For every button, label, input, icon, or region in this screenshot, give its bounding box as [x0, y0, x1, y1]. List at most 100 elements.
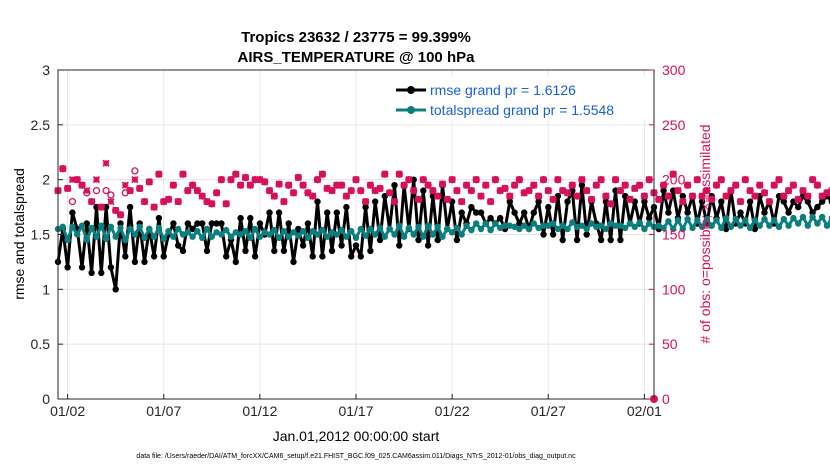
series-1-point-76	[420, 233, 427, 240]
series-0-point-61	[348, 253, 355, 260]
series-1-point-30	[199, 234, 206, 241]
series-0-point-55	[319, 253, 326, 260]
series-0-point-77	[424, 242, 432, 249]
series-3-point-39	[241, 173, 250, 182]
series-1-point-112	[593, 223, 600, 230]
legend-box	[392, 76, 650, 120]
series-1-point-134	[698, 223, 706, 230]
tick-label-right-5: 250	[662, 117, 686, 133]
series-2-point-3	[68, 197, 77, 206]
series-1-point-45	[271, 226, 278, 234]
series-1-point-80	[439, 233, 446, 240]
series-3-point-155	[799, 186, 807, 195]
series-1-point-54	[314, 231, 321, 238]
series-0-point-57	[328, 247, 336, 255]
series-1-point-49	[290, 229, 297, 236]
series-3-point-95	[510, 181, 519, 189]
series-0-point-113	[597, 236, 605, 244]
series-0-point-83	[453, 236, 461, 244]
series-3-point-21	[155, 170, 163, 178]
series-3-point-128	[669, 170, 677, 178]
series-3-point-82	[448, 176, 456, 184]
series-1-point-152	[785, 222, 792, 229]
series-1-point-78	[429, 231, 437, 238]
series-1-point-70	[391, 231, 398, 238]
series-1-point-12	[112, 233, 119, 240]
tick-label-x-3: 01/17	[338, 403, 373, 419]
series-1-point-28	[189, 233, 196, 240]
series-1-point-117	[617, 222, 624, 229]
series-1-point-116	[612, 222, 619, 229]
series-3-point-96	[515, 176, 524, 184]
series-0-point-28	[189, 225, 196, 233]
series-1-point-59	[338, 226, 345, 234]
tick-label-x-1: 01/07	[146, 403, 181, 419]
series-1-point-126	[660, 224, 667, 232]
series-3-point-143	[741, 176, 749, 184]
series-0-point-92	[497, 214, 504, 222]
series-3-point-69	[386, 189, 394, 197]
series-3-point-18	[140, 197, 149, 206]
series-1-point-83	[453, 224, 461, 232]
series-0-point-53	[309, 253, 316, 260]
series-1-point-66	[372, 231, 379, 238]
series-0-point-151	[780, 198, 787, 205]
series-1-point-26	[179, 231, 187, 238]
series-1-point-107	[569, 219, 576, 226]
series-1-point-52	[304, 234, 312, 241]
tick-label-right-2: 100	[662, 281, 686, 297]
series-3-point-135	[703, 186, 711, 195]
series-1-point-56	[324, 233, 331, 240]
series-3-point-85	[462, 181, 471, 189]
series-3-point-113	[597, 176, 605, 184]
series-1-point-139	[722, 214, 730, 222]
legend: rmse grand pr = 1.6126 totalspread grand…	[392, 76, 650, 120]
series-3-point-63	[357, 186, 365, 195]
series-1-point-128	[670, 225, 677, 233]
series-3-point-36	[227, 176, 235, 184]
series-3-point-125	[655, 195, 663, 204]
series-1-point-141	[732, 215, 739, 223]
series-1-point-24	[170, 233, 177, 240]
series-3-point-106	[563, 189, 572, 197]
series-1-point-9	[98, 222, 105, 229]
series-3-point-86	[467, 186, 475, 195]
tick-label-x-5: 01/27	[531, 403, 566, 419]
series-0-point-96	[516, 220, 523, 227]
series-0-point-47	[280, 247, 288, 255]
series-3-point-93	[501, 184, 509, 193]
series-1-point-11	[107, 223, 115, 230]
series-0-point-54	[314, 198, 321, 205]
series-0-point-66	[372, 198, 379, 205]
series-3-point-127	[664, 192, 673, 200]
series-1-point-36	[227, 233, 235, 240]
series-3-point-34	[217, 176, 226, 184]
series-0-point-79	[434, 236, 441, 244]
series-0-point-58	[333, 209, 340, 216]
series-3-point-119	[626, 195, 634, 204]
tick-label-left-6: 3	[42, 62, 50, 78]
series-1-point-127	[665, 218, 672, 225]
series-3-point-159	[818, 192, 826, 200]
series-3-point-111	[587, 195, 596, 204]
series-3-point-52	[304, 189, 312, 197]
series-0-point-106	[564, 198, 571, 205]
series-0-point-12	[112, 286, 119, 293]
series-3-point-129	[674, 186, 682, 195]
series-3-point-126	[659, 181, 668, 189]
series-1-point-84	[458, 231, 465, 238]
tick-label-right-0: 0	[662, 391, 670, 407]
series-3-point-120	[631, 184, 639, 193]
series-1-point-105	[559, 222, 566, 229]
series-3-point-30	[198, 192, 206, 200]
series-3-point-66	[371, 186, 379, 195]
series-0-point-22	[160, 253, 167, 260]
tick-label-right-6: 300	[662, 62, 686, 78]
series-0-point-33	[213, 220, 220, 227]
series-0-point-11	[107, 264, 115, 271]
series-1-point-62	[352, 234, 360, 241]
series-0-point-9	[98, 269, 105, 277]
series-1-point-16	[131, 231, 139, 238]
series-1-point-4	[74, 231, 81, 238]
